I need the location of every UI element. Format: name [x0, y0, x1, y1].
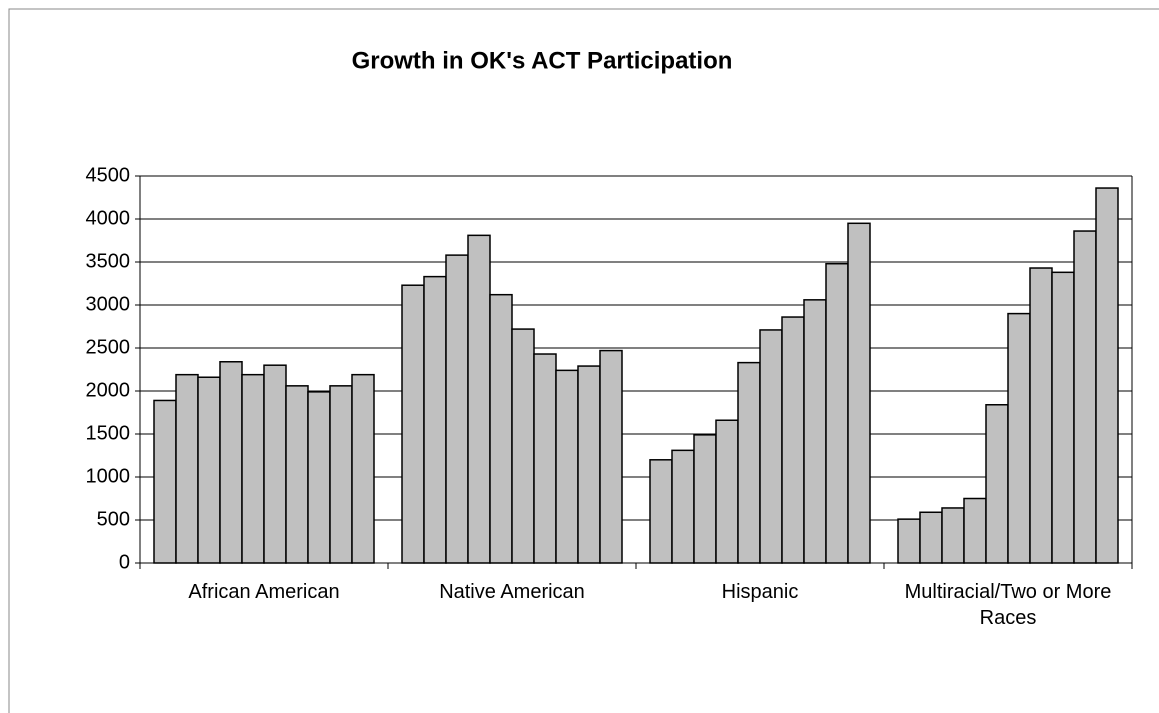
bar [825, 262, 849, 564]
y-tick-label: 3000 [86, 293, 131, 315]
bar [1029, 267, 1053, 564]
bar [759, 329, 783, 564]
bar [693, 434, 717, 564]
x-tick-label: African American [188, 581, 340, 603]
y-tick-label: 4500 [86, 164, 131, 186]
y-tick-label: 1000 [86, 465, 131, 487]
y-tick-label: 2000 [86, 379, 131, 401]
bar [781, 316, 805, 564]
bar [467, 234, 491, 564]
y-tick-label: 0 [119, 551, 130, 573]
bar [423, 275, 447, 564]
bar [803, 299, 827, 564]
bar [445, 254, 469, 564]
bar [941, 507, 965, 564]
x-tick-label: Hispanic [721, 581, 799, 603]
bar [175, 373, 199, 564]
bar [555, 369, 579, 564]
x-tick-label: Multiracial/Two or More Races [904, 581, 1112, 629]
bar [985, 404, 1009, 564]
bar [919, 511, 943, 564]
bar [241, 373, 265, 564]
bar [197, 376, 221, 564]
bar [715, 419, 739, 564]
bar [307, 391, 331, 564]
bar [329, 385, 353, 564]
bar [351, 373, 375, 564]
bar [1073, 230, 1097, 564]
bar [489, 293, 513, 564]
bar [285, 385, 309, 564]
bar [897, 518, 921, 564]
y-tick-label: 4000 [86, 207, 131, 229]
bar [533, 353, 557, 564]
x-tick-label: Native American [439, 581, 585, 603]
bar [671, 449, 695, 564]
bar [1095, 187, 1119, 564]
y-tick-label: 2500 [86, 336, 131, 358]
bar [153, 399, 177, 564]
bar [963, 497, 987, 564]
bar [263, 364, 287, 564]
y-tick-label: 1500 [86, 422, 131, 444]
chart-frame [8, 8, 1159, 713]
y-tick-label: 3500 [86, 250, 131, 272]
y-tick-label: 500 [97, 508, 130, 530]
bar [577, 365, 601, 564]
bar [219, 361, 243, 564]
bar [649, 459, 673, 564]
bar [737, 361, 761, 564]
bar [599, 349, 623, 564]
bar [401, 284, 425, 564]
bar [511, 328, 535, 564]
bar [847, 222, 871, 564]
chart-title: Growth in OK's ACT Participation [352, 47, 733, 74]
bar [1051, 271, 1075, 564]
bar [1007, 312, 1031, 564]
